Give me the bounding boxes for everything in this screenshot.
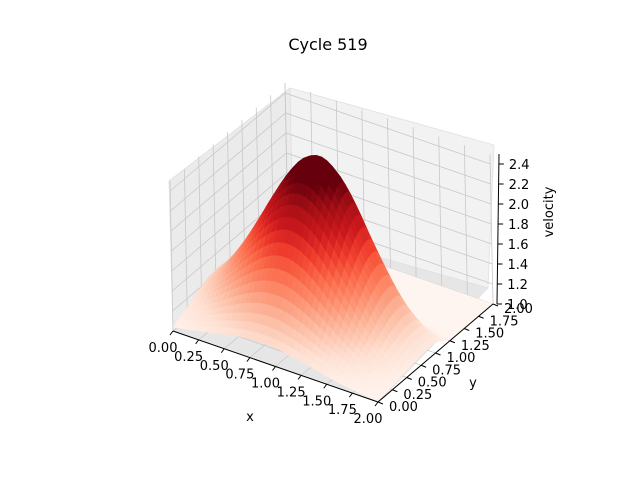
y-tick-label: 1.75 <box>490 314 519 329</box>
grid-line-x-back <box>387 118 391 269</box>
y-tick-label: 1.25 <box>461 339 490 354</box>
grid-line-z <box>169 92 491 192</box>
grid-line-y-left <box>198 156 203 307</box>
y-tick <box>449 340 456 344</box>
grid-line-z <box>170 112 491 212</box>
x-axis-label: x <box>246 410 254 425</box>
x-tick <box>272 366 276 371</box>
grid-line-y-left <box>169 180 174 332</box>
x-tick-label: 0.75 <box>225 368 254 383</box>
x-tick-label: 2.00 <box>354 412 383 427</box>
y-tick-label: 0.25 <box>403 388 432 403</box>
grid-line-x-back <box>463 145 468 296</box>
grid-line-y-left <box>227 131 231 283</box>
z-tick-label: 1.4 <box>508 258 529 273</box>
grid-line-y-left <box>212 144 217 295</box>
x-tick-label: 0.00 <box>149 341 178 356</box>
x-tick <box>297 375 302 380</box>
y-tick <box>478 315 484 319</box>
y-tick <box>392 389 398 393</box>
y-tick <box>435 352 441 356</box>
z-axis-label: velocity <box>542 186 557 237</box>
chart-title: Cycle 519 <box>288 35 367 54</box>
z-tick-label: 2.2 <box>509 178 530 193</box>
x-tick-label: 1.25 <box>277 385 306 400</box>
z-tick-label: 1.8 <box>508 218 529 233</box>
y-tick <box>406 377 412 380</box>
x-tick-label: 1.50 <box>302 394 331 409</box>
grid-line-x-back <box>412 127 417 278</box>
grid-line-y-left <box>183 168 188 319</box>
axes: 0.000.250.500.751.001.251.501.752.000.00… <box>149 153 533 427</box>
x-tick <box>323 383 328 389</box>
y-tick-label: 0.00 <box>389 400 418 415</box>
y-tick <box>377 401 384 405</box>
y-tick <box>420 364 427 368</box>
surface-facet <box>372 395 382 402</box>
x-tick <box>195 339 200 345</box>
velocity-surface <box>172 155 494 402</box>
z-axis-line <box>496 153 500 305</box>
z-tick-label: 1.2 <box>507 278 528 293</box>
y-tick-label: 0.50 <box>418 376 447 391</box>
grid-line-x-back <box>489 153 494 305</box>
x-tick-label: 0.50 <box>200 359 229 374</box>
x-tick <box>348 392 353 398</box>
x-tick-label: 1.00 <box>251 377 280 392</box>
y-axis-label: y <box>469 376 477 391</box>
x-tick <box>220 348 225 354</box>
grid-line-z <box>171 172 492 272</box>
y-tick-label: 0.75 <box>432 363 461 378</box>
grid-line-x-back <box>438 136 443 287</box>
z-tick-label: 1.0 <box>507 298 528 313</box>
z-tick-label: 1.6 <box>508 238 529 253</box>
x-tick <box>169 330 174 336</box>
y-tick <box>492 303 499 307</box>
z-tick-label: 2.0 <box>508 198 529 213</box>
x-tick-label: 0.25 <box>174 350 203 365</box>
grid-line-z <box>170 132 492 232</box>
x-tick <box>246 357 251 362</box>
x-tick <box>374 401 379 407</box>
x-tick-label: 1.75 <box>328 403 357 418</box>
y-tick-label: 1.00 <box>447 351 476 366</box>
y-tick-label: 1.50 <box>475 327 504 342</box>
y-tick-label: 2.00 <box>504 302 533 317</box>
y-tick <box>464 328 470 331</box>
z-tick-label: 2.4 <box>509 158 530 173</box>
grid-line-z <box>171 152 492 252</box>
